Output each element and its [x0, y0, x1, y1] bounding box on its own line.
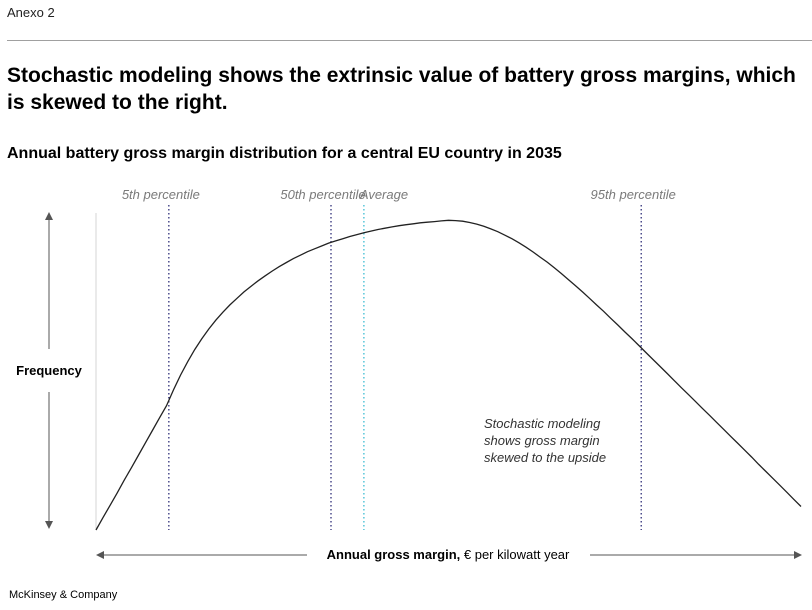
y-axis-label: Frequency: [16, 363, 83, 378]
vline-label-3: 95th percentile: [591, 187, 676, 202]
footer-brand: McKinsey & Company: [9, 589, 118, 601]
exhibit-label: Anexo 2: [7, 5, 55, 20]
header-divider: [7, 40, 812, 41]
annotation-line-3: skewed to the upside: [484, 450, 606, 465]
annotation-line-2: shows gross margin: [484, 433, 600, 448]
distribution-curve: [95, 219, 802, 531]
vline-label-2: Average: [359, 187, 408, 202]
headline: Stochastic modeling shows the extrinsic …: [7, 64, 796, 114]
annotation-line-1: Stochastic modeling: [484, 416, 601, 431]
vline-label-0: 5th percentile: [122, 187, 200, 202]
x-axis-label-bold: Annual gross margin,: [327, 547, 461, 562]
x-axis-label-units: € per kilowatt year: [460, 547, 570, 562]
chart-title: Annual battery gross margin distribution…: [7, 145, 562, 162]
vline-label-1: 50th percentile: [280, 187, 365, 202]
x-axis-label: Annual gross margin, € per kilowatt year: [327, 547, 570, 562]
